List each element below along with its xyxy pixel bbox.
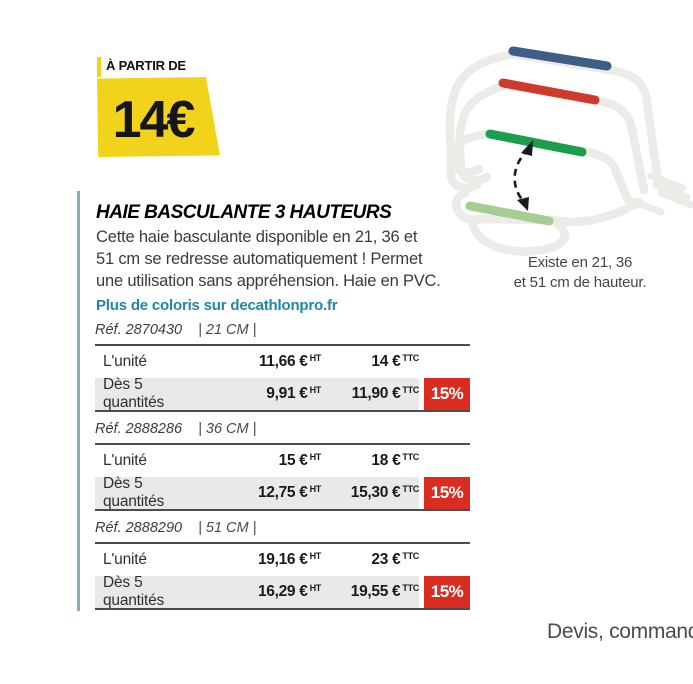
ht-suffix: HT (309, 583, 322, 593)
price-badge-eyebrow: À PARTIR DE (106, 58, 186, 73)
table-row: L'unité 19,16 € HT 23 € TTC (95, 544, 470, 576)
price-ttc: 23 € TTC (371, 551, 419, 568)
reference-number: Réf. 2888290 (95, 520, 183, 536)
price-ttc: 14 € TTC (371, 353, 419, 370)
accent-vertical-line (77, 191, 80, 611)
discount-badge: 15% (424, 378, 470, 410)
row-label: Dès 5 quantités (103, 475, 165, 510)
size-label: | 51 CM | (198, 520, 257, 536)
ht-suffix: HT (309, 551, 322, 561)
row-label: Dès 5 quantités (103, 574, 165, 609)
price-ttc: 11,90 € TTC (351, 385, 420, 402)
price-ht: 11,66 € HT (258, 353, 322, 370)
reference-number: Réf. 2870430 (95, 322, 183, 338)
table-rule-top (95, 542, 470, 544)
ttc-suffix: TTC (402, 583, 419, 593)
ttc-suffix: TTC (402, 385, 419, 395)
price-badge-amount: 14€ (112, 91, 196, 149)
description-line: une utilisation sans appréhension. Haie … (96, 272, 441, 290)
footer-section-text: Devis, commandes (547, 620, 693, 643)
table-rule-bottom (95, 410, 470, 412)
price-ttc: 15,30 € TTC (350, 484, 420, 501)
ttc-suffix: TTC (402, 452, 419, 462)
price-table-51cm: Réf. 2888290 | 51 CM | L'unité 19,16 € HT … (95, 520, 470, 610)
caption-line: et 51 cm de hauteur. (513, 274, 647, 291)
price-ht: 16,29 € HT (257, 583, 322, 600)
image-caption: Existe en 21, 36 et 51 cm de hauteur. (480, 253, 680, 293)
ht-suffix: HT (309, 353, 322, 363)
ttc-suffix: TTC (402, 484, 419, 494)
page-title: HAIE BASCULANTE 3 HAUTEURS (96, 202, 392, 223)
discount-badge: 15% (424, 477, 470, 509)
price-ttc: 19,55 € TTC (350, 583, 420, 600)
row-label: L'unité (103, 452, 147, 469)
table-rule-bottom (95, 608, 470, 610)
price-ht: 15 € HT (278, 452, 322, 469)
description-line: Cette haie basculante disponible en 21, … (96, 228, 418, 246)
table-row: Dès 5 quantités 16,29 € HT 19,55 € TTC 15% (95, 574, 470, 609)
product-description: Cette haie basculante disponible en 21, … (96, 226, 441, 292)
price-badge: 14€ (97, 77, 220, 157)
product-reference: Réf. 2888286 | 36 CM | (95, 421, 470, 440)
table-row: L'unité 11,66 € HT 14 € TTC (95, 346, 470, 378)
crossbar-light-green (465, 201, 554, 226)
size-label: | 21 CM | (198, 322, 257, 338)
ht-suffix: HT (309, 385, 322, 395)
price-ht: 12,75 € HT (257, 484, 322, 501)
crossbar-green (485, 129, 587, 157)
caption-line: Existe en 21, 36 (527, 254, 633, 271)
crossbar-red (498, 78, 600, 105)
size-label: | 36 CM | (198, 421, 257, 437)
price-table-36cm: Réf. 2888286 | 36 CM | L'unité 15 € HT 18 … (95, 421, 470, 511)
product-reference: Réf. 2870430 | 21 CM | (95, 322, 470, 341)
ht-suffix: HT (309, 452, 322, 462)
price-ttc: 18 € TTC (371, 452, 419, 469)
table-rule-bottom (95, 509, 470, 511)
table-row: Dès 5 quantités 9,91 € HT 11,90 € TTC 15% (95, 376, 470, 411)
table-rule-top (95, 344, 470, 346)
ttc-suffix: TTC (402, 551, 419, 561)
table-rule-top (95, 443, 470, 445)
pricing-tables: Réf. 2870430 | 21 CM | L'unité 11,66 € HT … (95, 322, 470, 619)
price-ht: 9,91 € HT (266, 385, 322, 402)
discount-badge: 15% (424, 576, 470, 608)
crossbar-blue (508, 46, 612, 71)
ttc-suffix: TTC (402, 353, 419, 363)
row-label: L'unité (103, 551, 147, 568)
product-image (445, 46, 693, 256)
table-row: Dès 5 quantités 12,75 € HT 15,30 € TTC 15% (95, 475, 470, 510)
product-reference: Réf. 2888290 | 51 CM | (95, 520, 470, 539)
price-ht: 19,16 € HT (257, 551, 322, 568)
table-row: L'unité 15 € HT 18 € TTC (95, 445, 470, 477)
row-label: Dès 5 quantités (103, 376, 165, 411)
description-line: 51 cm se redresse automatiquement ! Perm… (96, 250, 423, 268)
row-label: L'unité (103, 353, 147, 370)
price-table-21cm: Réf. 2870430 | 21 CM | L'unité 11,66 € HT … (95, 322, 470, 412)
ht-suffix: HT (309, 484, 322, 494)
colors-link[interactable]: Plus de coloris sur decathlonpro.fr (96, 297, 338, 314)
badge-accent-tick (97, 57, 101, 77)
rotation-arrow-icon (513, 140, 533, 211)
reference-number: Réf. 2888286 (95, 421, 183, 437)
